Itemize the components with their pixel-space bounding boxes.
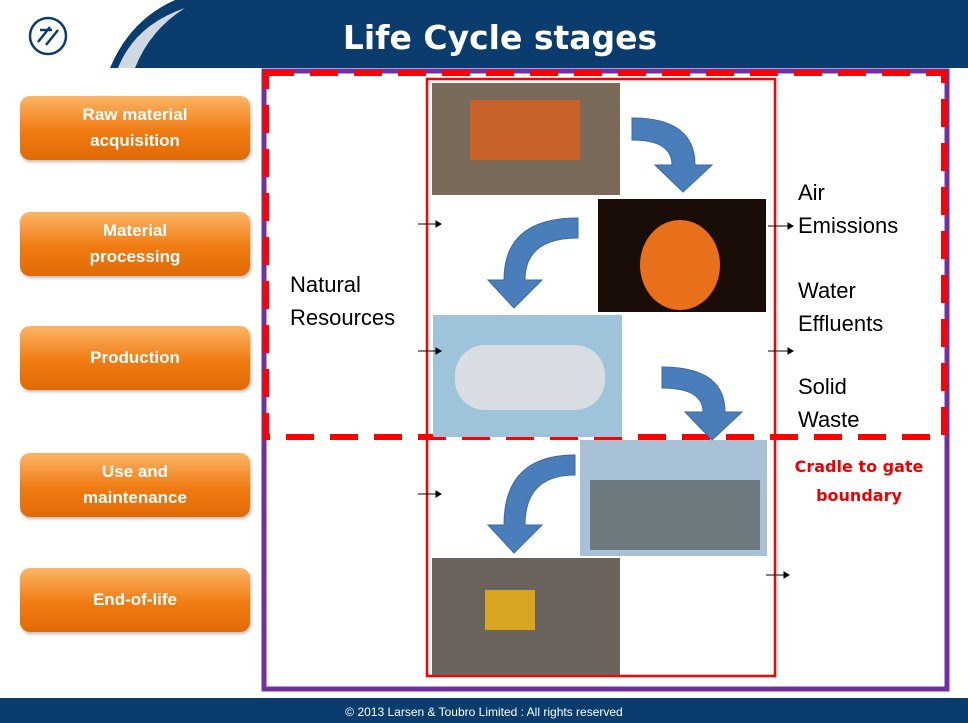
boundary-label: Cradle to gate boundary — [794, 457, 924, 505]
header-swoosh — [118, 8, 185, 68]
stage-label: Material processing — [89, 221, 181, 266]
flow-arrow — [486, 454, 576, 554]
stage-button: End-of-life — [20, 568, 250, 632]
arrowhead — [435, 490, 442, 498]
arrowhead — [783, 571, 790, 579]
logo — [28, 16, 68, 56]
logo-mark — [37, 26, 59, 46]
process-box — [425, 77, 777, 678]
arrowhead — [787, 347, 794, 355]
footer-text: © 2013 Larsen & Toubro Limited : All rig… — [345, 705, 623, 719]
stage-label: Production — [90, 348, 180, 367]
photo-detail — [590, 480, 760, 550]
arrowhead — [435, 347, 442, 355]
stage-button: Raw material acquisition — [20, 96, 250, 160]
arrowhead — [787, 222, 794, 230]
output-label: Air Emissions — [798, 180, 899, 238]
io-arrows — [418, 220, 794, 579]
photos — [432, 83, 767, 675]
stage-button: Production — [20, 326, 250, 390]
flow-arrow — [486, 217, 579, 309]
footer-bar — [0, 698, 968, 723]
stage-button: Material processing — [20, 212, 250, 276]
flow-arrow — [631, 117, 714, 193]
stage-button: Use and maintenance — [20, 453, 250, 517]
photo-detail — [455, 345, 605, 410]
logo-area — [0, 0, 175, 68]
slide-title: Life Cycle stages — [342, 18, 658, 57]
flow-arrows — [486, 117, 744, 554]
arrowhead — [435, 220, 442, 228]
photo-detail — [640, 220, 720, 310]
stage-label: Use and maintenance — [83, 462, 187, 507]
inputs-label: Natural Resources — [290, 272, 396, 330]
header-bar — [0, 0, 968, 68]
stage-label: Raw material acquisition — [82, 105, 188, 150]
photo-detail — [485, 590, 535, 630]
flow-arrow — [661, 366, 744, 441]
output-label: Water Effluents — [798, 278, 884, 336]
photo-detail — [470, 100, 580, 160]
stage-label: End-of-life — [92, 590, 178, 609]
output-label: Solid Waste — [798, 374, 860, 432]
